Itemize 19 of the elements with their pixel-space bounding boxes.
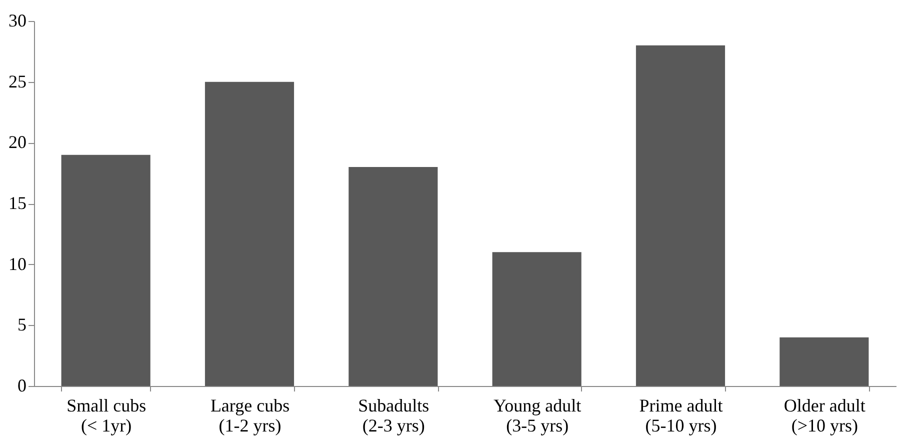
bar xyxy=(204,82,294,386)
y-tick-label: 10 xyxy=(8,254,26,274)
x-tick-label: Subadults (2-3 yrs) xyxy=(358,396,430,436)
bar xyxy=(492,252,582,386)
y-tick-label: 5 xyxy=(18,314,26,335)
bar xyxy=(61,154,150,386)
x-tick-label: Young adult (3-5 yrs) xyxy=(493,396,582,436)
y-tick-label: 20 xyxy=(8,132,26,152)
x-tick-label: Small cubs (< 1yr) xyxy=(66,396,146,436)
x-tick-label: Prime adult (5-10 yrs) xyxy=(639,396,723,436)
bar xyxy=(780,337,869,386)
bar xyxy=(348,167,438,386)
y-tick-label: 0 xyxy=(18,376,26,396)
y-tick-label: 15 xyxy=(8,193,26,213)
x-tick-label: Older adult (>10 yrs) xyxy=(784,396,866,436)
x-tick-label: Large cubs (1-2 yrs) xyxy=(210,396,290,436)
bar xyxy=(636,45,726,386)
y-tick-label: 25 xyxy=(8,71,26,92)
y-tick-label: 30 xyxy=(8,10,26,30)
